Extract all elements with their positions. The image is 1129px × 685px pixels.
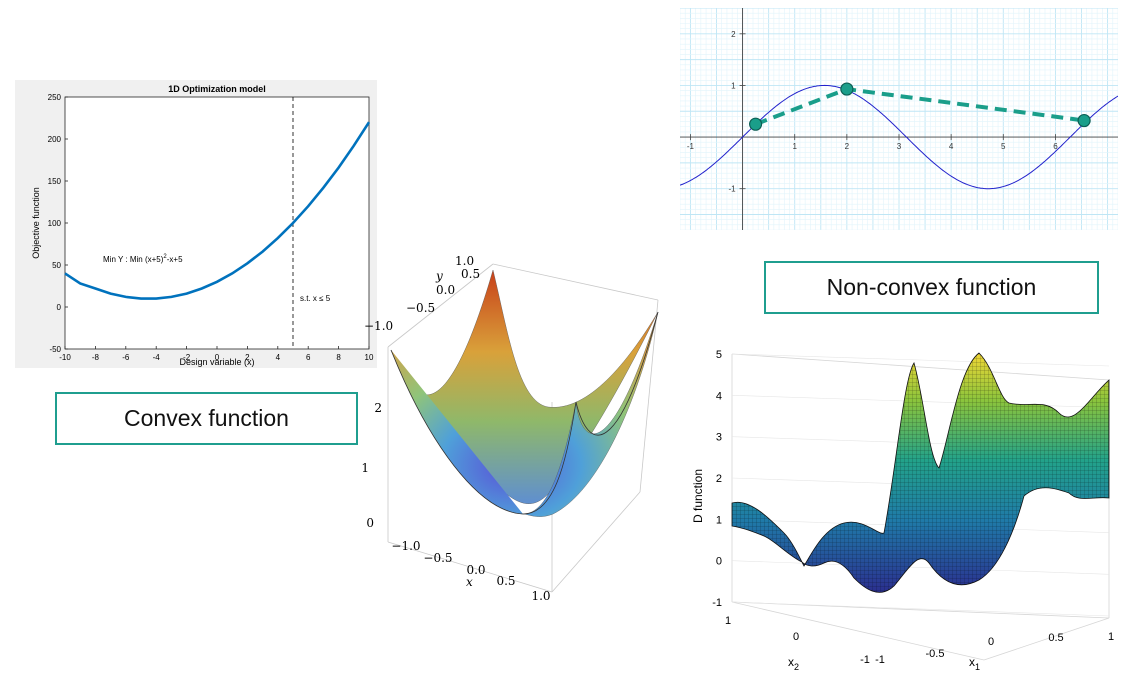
nonconvex-caption: Non-convex function (764, 261, 1099, 314)
y-tick-label: 50 (52, 261, 61, 270)
y-tick-label: −0.5 (406, 301, 435, 315)
z-tick-label: 2 (716, 473, 722, 485)
x-tick-label: 4 (949, 142, 954, 151)
x-tick-label: 2 (245, 353, 250, 362)
z-tick-label: 2 (374, 401, 382, 415)
z-tick-label: -1 (712, 597, 722, 609)
y-tick-label: 250 (48, 93, 62, 102)
y-tick-label: -50 (49, 345, 61, 354)
x-tick-label: −1.0 (391, 539, 420, 553)
x2-tick-label: 1 (725, 615, 731, 627)
z-tick-label: 4 (716, 390, 722, 402)
convex-caption: Convex function (55, 392, 358, 445)
y-tick-label: 1.0 (455, 254, 474, 268)
constraint-annotation: s.t. x ≤ 5 (300, 294, 331, 303)
chord-point (1077, 113, 1091, 128)
bowl-rim (390, 311, 659, 515)
objective-annotation: Min Y : Min (x+5)2-x+5 (103, 254, 183, 264)
y-tick-label: −1.0 (364, 319, 393, 333)
z-tick-label: 0 (366, 516, 374, 530)
y-tick-label: 1 (731, 81, 736, 90)
grid-line (731, 353, 1110, 367)
x-tick-label: −0.5 (423, 551, 452, 565)
x-tick-label: 0 (215, 353, 220, 362)
convex-caption-text: Convex function (124, 405, 289, 431)
nonconvex-caption-text: Non-convex function (826, 274, 1037, 300)
x-tick-label: 8 (336, 353, 341, 362)
x-tick-label: 6 (306, 353, 311, 362)
z-tick-label: 1 (716, 514, 722, 526)
y-tick-label: -1 (728, 185, 736, 194)
x2-tick-label: -1 (860, 654, 870, 666)
x1-tick-label: 0.5 (1048, 632, 1063, 644)
grid-line (731, 601, 1110, 617)
x-tick-label: 2 (845, 142, 850, 151)
x-tick-label: 1.0 (531, 589, 550, 603)
y-tick-label: 100 (48, 219, 62, 228)
x2-axis-label: x2 (788, 655, 799, 672)
x-tick-label: 1 (792, 142, 797, 151)
x-tick-label: -10 (59, 353, 71, 362)
x-tick-label: 4 (276, 353, 281, 362)
x1-tick-label: -0.5 (926, 648, 945, 660)
y-tick-label: 150 (48, 177, 62, 186)
x-tick-label: 10 (365, 353, 374, 362)
x1-axis-label: x1 (969, 655, 980, 672)
objective-curve (64, 121, 371, 300)
x-tick-label: -8 (92, 353, 100, 362)
z-tick-label: 5 (716, 349, 722, 361)
z-tick-label: 3 (716, 432, 722, 444)
z-tick-label: 1 (361, 461, 369, 475)
x-tick-label: -4 (153, 353, 161, 362)
d-function-mesh (732, 353, 1109, 593)
y-axis-label: Objective function (31, 187, 41, 259)
nonconvex-sine-chart: -1 1 2 3 4 5 6 -1 1 2 (680, 8, 1118, 230)
x1-tick-label: 1 (1108, 631, 1114, 643)
x1-tick-label: -1 (875, 654, 885, 666)
chart-title: 1D Optimization model (168, 84, 266, 94)
x-tick-label: 5 (1001, 142, 1006, 151)
y-tick-label: 200 (48, 135, 62, 144)
grid-line (731, 560, 1110, 575)
y-tick-label: 2 (731, 30, 736, 39)
x-tick-label: -6 (122, 353, 130, 362)
chord-point (840, 82, 854, 96)
plot-area (64, 96, 370, 350)
y-tick-label: 0 (57, 303, 62, 312)
y-tick-label: 0.5 (461, 267, 480, 281)
chord-point (749, 117, 763, 131)
convex-1d-chart: 1D Optimization model Design variable (x… (31, 84, 374, 367)
x-axis-label: Design variable (x) (179, 357, 254, 367)
x1-tick-label: 0 (988, 636, 994, 648)
z-tick-label: 0 (716, 556, 722, 568)
convex-1d-chart-panel: 1D Optimization model Design variable (x… (15, 80, 377, 368)
x-tick-label: 0.0 (466, 563, 485, 577)
x-tick-label: 3 (897, 142, 902, 151)
z-axis-label: D function (691, 469, 705, 523)
x-tick-label: 6 (1053, 142, 1058, 151)
x-axis-label: x (466, 575, 473, 589)
x-tick-label: 0.5 (496, 574, 515, 588)
y-axis-label: y (435, 269, 443, 283)
x-tick-label: -2 (183, 353, 191, 362)
x2-tick-label: 0 (793, 631, 799, 643)
y-tick-label: 0.0 (436, 283, 455, 297)
x-tick-label: -1 (687, 142, 695, 151)
